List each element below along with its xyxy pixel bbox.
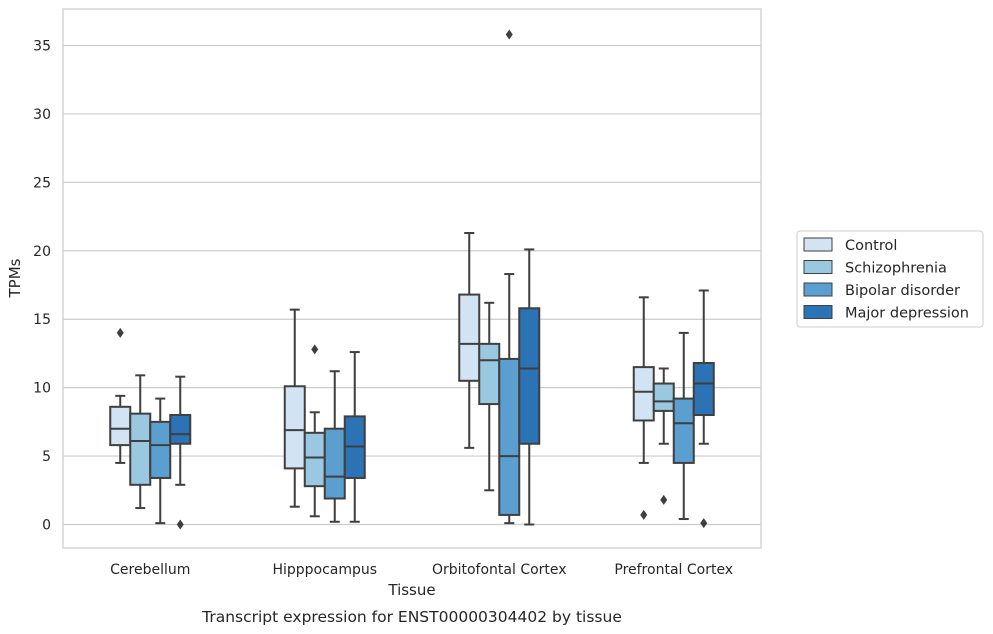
box-schizophrenia	[652, 367, 675, 505]
box-bipolar-disorder	[323, 370, 346, 523]
box-control	[632, 296, 655, 520]
box-iqr	[632, 366, 655, 422]
legend-swatch	[803, 237, 833, 252]
x-axis-label: Tissue	[387, 581, 435, 599]
outlier-point	[640, 509, 648, 520]
box-iqr	[109, 405, 132, 447]
y-tick-labels: 0 5 10 15 20 25 30 35	[33, 39, 51, 534]
outlier-point	[700, 518, 708, 529]
box-iqr	[129, 412, 152, 486]
legend-swatch	[803, 260, 833, 274]
box-bipolar-disorder	[149, 397, 172, 525]
box-control	[458, 231, 481, 449]
box-iqr	[323, 427, 346, 500]
x-tick-label: Orbitofontal Cortex	[432, 562, 567, 578]
box-control	[109, 327, 132, 464]
x-tick-labels: Cerebellum Hipppocampus Orbitofontal Corte…	[110, 562, 733, 578]
box-iqr	[652, 382, 675, 412]
box-bipolar-disorder	[498, 29, 521, 525]
box-schizophrenia	[478, 301, 501, 492]
outlier-point	[311, 344, 319, 355]
box-iqr	[458, 293, 481, 382]
outlier-point	[176, 519, 184, 530]
legend-label: Schizophrenia	[845, 261, 947, 277]
plot-frame	[62, 8, 762, 549]
box-iqr	[283, 385, 306, 470]
x-tick-label: Cerebellum	[110, 562, 190, 578]
y-tick-label: 35	[33, 39, 51, 55]
y-tick-label: 25	[33, 175, 51, 191]
box-major-depression	[692, 289, 715, 529]
box-major-depression	[169, 375, 192, 530]
box-schizophrenia	[129, 374, 152, 510]
outlier-point	[505, 29, 513, 40]
y-axis-label: TPMs	[6, 258, 24, 298]
y-tick-label: 15	[33, 312, 51, 328]
legend-swatch	[803, 282, 833, 297]
legend-swatch	[803, 305, 833, 319]
y-tick-label: 10	[33, 381, 51, 397]
legend-label: Control	[845, 238, 897, 254]
box-series-group	[109, 29, 715, 530]
box-iqr	[149, 420, 172, 479]
chart-title: Transcript expression for ENST0000030440…	[201, 608, 622, 626]
box-iqr	[692, 362, 715, 417]
y-tick-label: 20	[33, 244, 51, 260]
y-tick-label: 30	[33, 107, 51, 123]
box-iqr	[672, 397, 695, 464]
box-iqr	[303, 431, 326, 488]
box-control	[283, 308, 306, 508]
box-schizophrenia	[303, 344, 326, 518]
box-major-depression	[343, 351, 366, 523]
legend-frame	[796, 230, 984, 328]
legend-label: Major depression	[845, 306, 969, 322]
box-iqr	[518, 307, 541, 445]
x-tick-label: Prefrontal Cortex	[614, 562, 733, 578]
x-tick-label: Hipppocampus	[272, 562, 377, 578]
box-iqr	[478, 342, 501, 406]
legend: Control Schizophrenia Bipolar disorder Majo…	[796, 230, 984, 328]
legend-label: Bipolar disorder	[845, 283, 960, 299]
box-major-depression	[518, 248, 541, 526]
box-bipolar-disorder	[672, 331, 695, 521]
box-iqr	[169, 414, 192, 445]
outlier-point	[116, 327, 124, 338]
box-iqr	[498, 357, 521, 516]
y-tick-label: 5	[42, 449, 51, 465]
outlier-point	[660, 494, 668, 505]
y-tick-label: 0	[42, 518, 51, 534]
